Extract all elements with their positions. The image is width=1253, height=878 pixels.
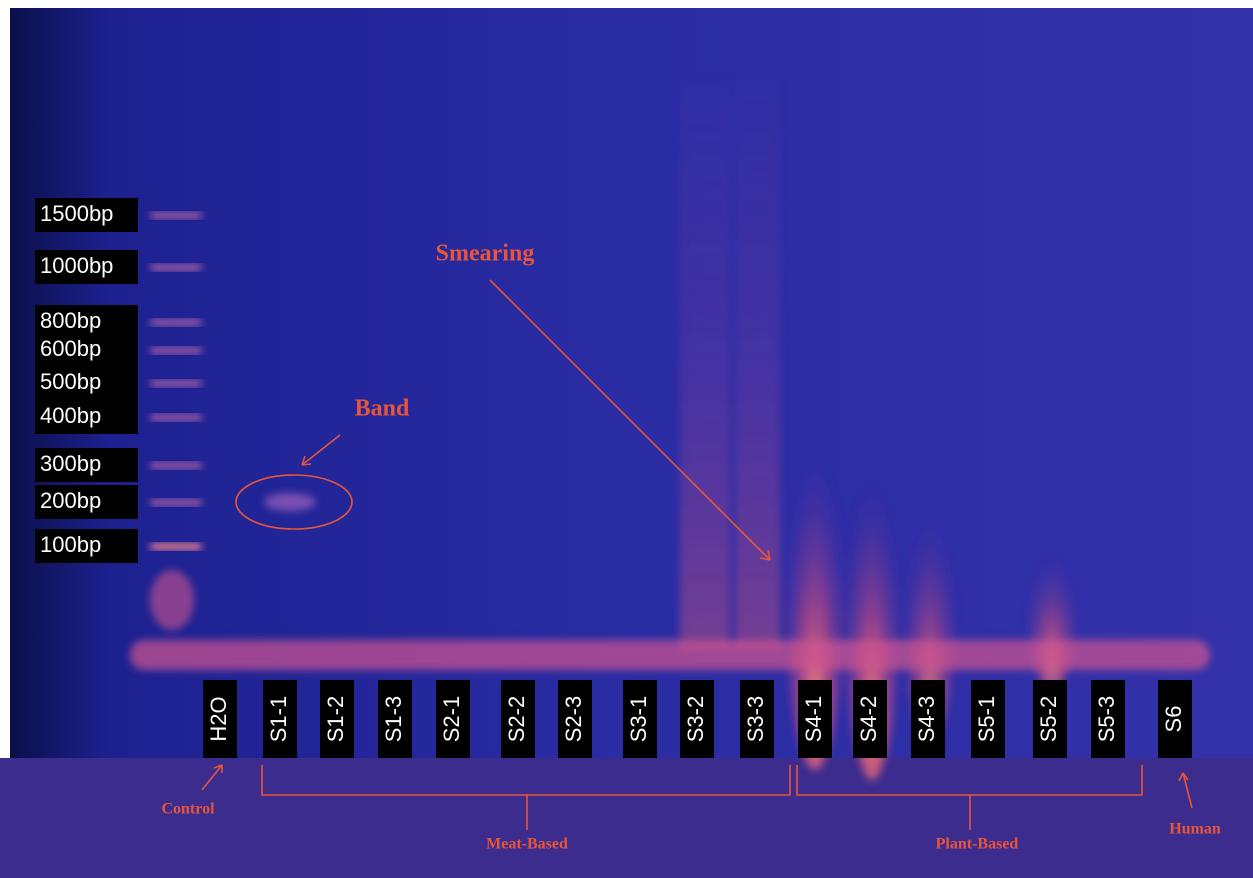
footer-strip: [0, 758, 1253, 878]
lane-label: S3-1: [626, 696, 651, 742]
band-label: Band: [355, 396, 410, 422]
control-label: Control: [161, 801, 215, 818]
lane-labels: H2O S1-1 S1-2 S1-3 S2-1 S2-2 S2-3 S3-1 S3-2 S3-3 S…: [203, 680, 1192, 758]
lane-label: S1-1: [266, 696, 291, 742]
smearing-label: Smearing: [436, 241, 535, 267]
lane-label: H2O: [206, 696, 231, 741]
lane-label: S1-2: [323, 696, 348, 742]
human-label: Human: [1169, 821, 1221, 838]
ladder-band: [150, 499, 202, 506]
lane-label: S3-2: [683, 696, 708, 742]
ladder-band: [150, 380, 202, 387]
ladder-band: [150, 319, 202, 326]
meat-label: Meat-Based: [486, 836, 568, 853]
lane-label: S5-3: [1094, 696, 1119, 742]
lane-label: S2-3: [561, 696, 586, 742]
ladder-band: [150, 347, 202, 354]
lane-label: S3-3: [743, 696, 768, 742]
lane-label: S5-1: [974, 696, 999, 742]
ladder-label: 1500bp: [40, 201, 113, 226]
ladder-label: 1000bp: [40, 253, 113, 278]
plant-label: Plant-Based: [936, 836, 1019, 853]
ladder-band: [150, 414, 202, 421]
lane-label: S4-1: [801, 696, 826, 742]
lane-label: S2-2: [504, 696, 529, 742]
ladder-labels: 1500bp 1000bp 800bp 600bp 500bp 400bp 300bp 200…: [35, 198, 138, 563]
gel-figure: 1500bp 1000bp 800bp 600bp 500bp 400bp 300bp 200…: [0, 0, 1253, 878]
lane-label: S6: [1161, 706, 1186, 733]
ladder-band: [150, 264, 202, 271]
lane-label: S1-3: [381, 696, 406, 742]
ladder-label: 100bp: [40, 532, 101, 557]
lane-label: S4-2: [856, 696, 881, 742]
ladder-label: 800bp: [40, 308, 101, 333]
ladder-band: [150, 212, 202, 219]
ladder-band: [150, 462, 202, 469]
ladder-label: 300bp: [40, 451, 101, 476]
ladder-label: 600bp: [40, 336, 101, 361]
lane-label: S5-2: [1036, 696, 1061, 742]
lane-label: S4-3: [914, 696, 939, 742]
ladder-label: 500bp: [40, 369, 101, 394]
ladder-label: 200bp: [40, 488, 101, 513]
lane-label: S2-1: [439, 696, 464, 742]
ladder-label: 400bp: [40, 403, 101, 428]
ladder-band: [150, 543, 202, 550]
